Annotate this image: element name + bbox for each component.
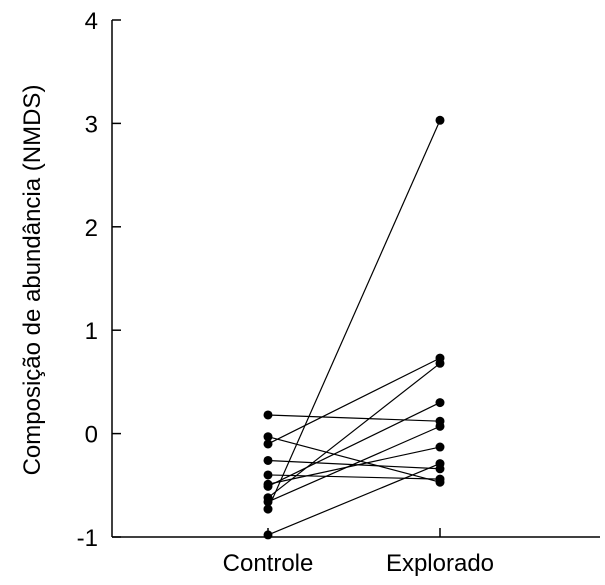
pair-line-8 xyxy=(267,362,441,499)
axes xyxy=(111,20,600,538)
y-tick-label: -1 xyxy=(77,525,98,552)
data-point-controle-9 xyxy=(263,497,273,507)
y-tick-label: 4 xyxy=(85,8,98,35)
pair-line-7 xyxy=(267,402,441,487)
y-tick-label: 2 xyxy=(85,215,98,242)
data-point-explorado-8 xyxy=(435,358,445,368)
data-point-explorado-6 xyxy=(435,442,445,452)
pair-line-6 xyxy=(267,446,441,485)
y-axis-title: Composição de abundância (NMDS) xyxy=(19,85,46,476)
data-point-controle-3 xyxy=(263,439,273,449)
data-point-controle-10 xyxy=(263,504,273,514)
data-point-explorado-10 xyxy=(435,115,445,125)
pair-line-11 xyxy=(267,463,441,536)
data-point-explorado-11 xyxy=(435,459,445,469)
pair-line-9 xyxy=(267,425,441,503)
y-tick-label: 1 xyxy=(85,318,98,345)
y-tick-label: 0 xyxy=(85,422,98,449)
pair-line-1 xyxy=(267,414,441,422)
x-tick-label-controle: Controle xyxy=(223,550,314,577)
pair-line-10 xyxy=(267,120,441,510)
data-point-controle-5 xyxy=(263,470,273,480)
data-point-controle-2 xyxy=(263,432,273,442)
y-ticks: -1 0 1 2 3 4 xyxy=(77,8,121,552)
data-point-explorado-9 xyxy=(435,421,445,431)
pair-line-3 xyxy=(267,357,441,445)
x-tick-label-explorado: Explorado xyxy=(386,550,494,577)
data-points xyxy=(263,115,445,540)
x-ticks: Controle Explorado xyxy=(223,528,494,577)
data-point-controle-11 xyxy=(263,530,273,540)
data-point-controle-7 xyxy=(263,481,273,491)
data-point-explorado-7 xyxy=(435,398,445,408)
y-tick-label: 3 xyxy=(85,111,98,138)
data-point-explorado-5 xyxy=(435,474,445,484)
data-point-controle-4 xyxy=(263,455,273,465)
data-point-controle-1 xyxy=(263,410,273,420)
paired-lines xyxy=(267,120,441,536)
